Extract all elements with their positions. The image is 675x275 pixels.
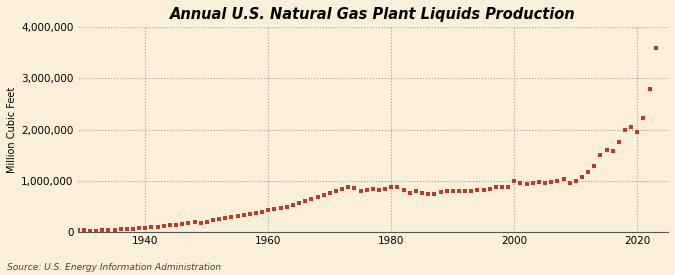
Y-axis label: Million Cubic Feet: Million Cubic Feet: [7, 86, 17, 173]
Text: Source: U.S. Energy Information Administration: Source: U.S. Energy Information Administ…: [7, 263, 221, 272]
Title: Annual U.S. Natural Gas Plant Liquids Production: Annual U.S. Natural Gas Plant Liquids Pr…: [170, 7, 576, 22]
